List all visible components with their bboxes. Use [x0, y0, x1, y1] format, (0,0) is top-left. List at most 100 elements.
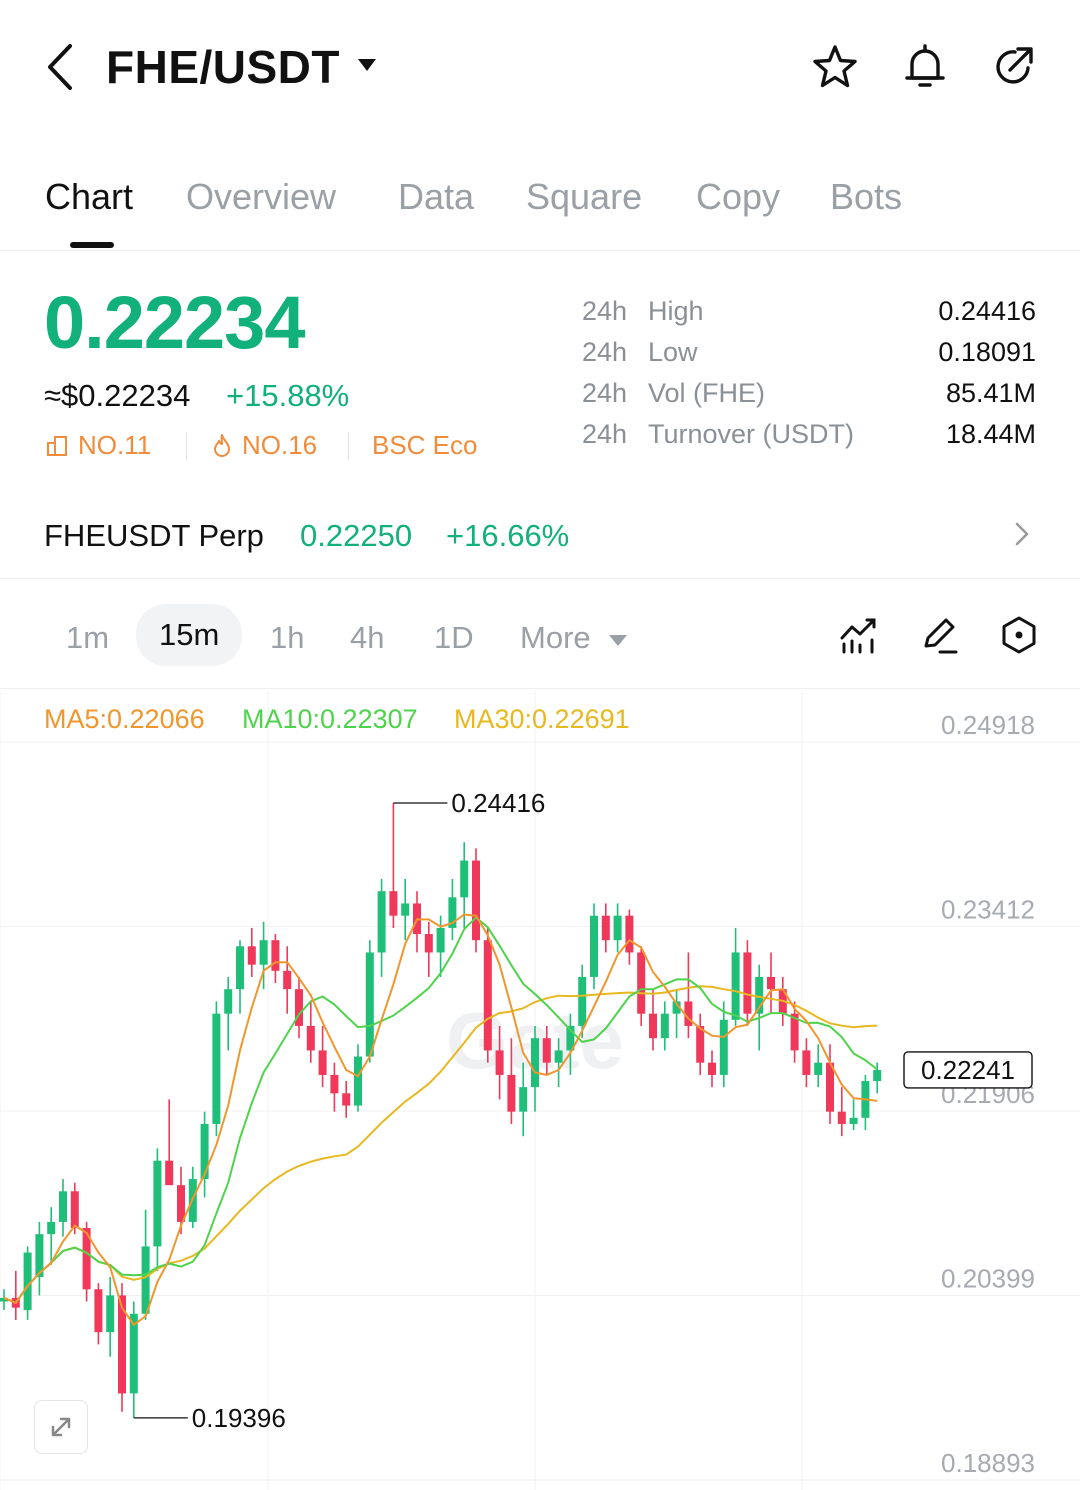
share-icon[interactable]	[988, 42, 1038, 92]
candle-down	[70, 1191, 79, 1229]
candle-down	[743, 952, 752, 1014]
candle-down	[837, 1111, 846, 1124]
active-tab-indicator	[70, 242, 114, 248]
rank-chart-icon	[47, 435, 67, 456]
candle-up	[460, 860, 469, 898]
candle-up	[106, 1295, 115, 1333]
last-price-label: 0.22241	[921, 1055, 1015, 1085]
candle-down	[507, 1074, 516, 1112]
interval-1m[interactable]: 1m	[66, 620, 110, 655]
interval-more[interactable]: More	[520, 616, 628, 660]
star-icon[interactable]	[810, 42, 860, 92]
candle-up	[448, 897, 457, 928]
candle-down	[625, 915, 634, 953]
candle-up	[224, 989, 233, 1014]
y-tick-label: 0.20399	[941, 1264, 1035, 1294]
candle-up	[519, 1087, 528, 1112]
ma10-label: MA10:0.22307	[242, 704, 418, 734]
stat-value-high: 0.24416	[938, 296, 1036, 326]
eco-badge[interactable]: BSC Eco	[372, 430, 478, 461]
interval-15m[interactable]: 15m	[136, 604, 243, 666]
tab-overview[interactable]: Overview	[186, 176, 337, 217]
candle-down	[708, 1062, 716, 1075]
tab-copy[interactable]: Copy	[696, 176, 781, 217]
expand-chart-button[interactable]	[34, 1400, 88, 1454]
tab-square[interactable]: Square	[526, 176, 643, 217]
high-marker-label: 0.24416	[451, 788, 545, 818]
candle-up	[47, 1221, 56, 1235]
candle-up	[849, 1117, 858, 1124]
interval-1h[interactable]: 1h	[270, 620, 305, 655]
bell-icon[interactable]	[900, 42, 950, 92]
tab-data[interactable]: Data	[398, 176, 475, 217]
ma30-line	[3, 985, 878, 1305]
ma5-label: MA5:0.22066	[44, 704, 205, 734]
candle-down	[696, 1025, 705, 1063]
tab-chart[interactable]: Chart	[45, 176, 134, 217]
candle-down	[82, 1228, 91, 1290]
back-chevron-icon[interactable]	[40, 40, 84, 94]
stat-value-low: 0.18091	[938, 337, 1036, 367]
candle-up	[531, 1038, 539, 1088]
low-marker-label: 0.19396	[192, 1403, 286, 1433]
candle-up	[590, 915, 598, 977]
ma10-line	[3, 916, 878, 1305]
candle-down	[649, 1013, 657, 1039]
stat-label-high: 24h High	[582, 296, 704, 326]
candle-down	[295, 989, 303, 1026]
candle-down	[601, 915, 610, 941]
candle-up	[0, 1297, 8, 1302]
candle-up	[35, 1234, 44, 1278]
settings-hex-icon[interactable]	[998, 614, 1040, 656]
caret-down-icon	[609, 634, 628, 646]
candle-down	[495, 1050, 504, 1075]
interval-4h[interactable]: 4h	[350, 620, 385, 655]
perp-divider	[0, 578, 1080, 579]
rank-badge-label: NO.11	[78, 430, 152, 460]
perp-price: 0.22250	[300, 518, 413, 553]
eco-badge-label: BSC Eco	[372, 430, 478, 460]
candle-down	[483, 940, 492, 1051]
caret-down-icon[interactable]	[358, 58, 376, 72]
candle-up	[153, 1160, 162, 1247]
candlestick-chart[interactable]: Gate0.249180.234120.219060.203990.188930…	[0, 690, 1080, 1490]
candle-down	[472, 860, 480, 941]
indicator-icon[interactable]	[838, 614, 880, 656]
y-tick-label: 0.18893	[941, 1448, 1035, 1478]
fiat-price: ≈$0.22234	[44, 378, 191, 413]
hot-badge-label: NO.16	[242, 430, 318, 460]
candle-down	[790, 1013, 799, 1051]
ma5-line	[3, 913, 878, 1327]
candle-down	[283, 970, 292, 990]
stat-label-low: 24h Low	[582, 337, 698, 367]
candle-down	[165, 1160, 174, 1186]
interval-1d[interactable]: 1D	[434, 620, 474, 655]
candle-up	[259, 940, 268, 965]
rank-badge[interactable]: NO.11	[46, 430, 151, 461]
y-tick-label: 0.23412	[941, 894, 1035, 924]
candle-down	[94, 1289, 103, 1333]
candle-down	[118, 1295, 126, 1394]
candle-down	[637, 952, 646, 1014]
last-price: 0.22234	[44, 281, 305, 364]
stat-value-vol: 85.41M	[945, 378, 1036, 408]
candle-down	[684, 1001, 693, 1026]
candle-down	[177, 1185, 185, 1222]
chevron-right-icon	[1015, 522, 1029, 546]
pencil-icon[interactable]	[918, 614, 960, 656]
candle-up	[660, 1013, 669, 1039]
last-price-box	[903, 1051, 1033, 1089]
stat-label-vol: 24h Vol (FHE)	[582, 378, 766, 408]
candle-down	[271, 940, 280, 971]
hot-badge[interactable]: NO.16	[210, 430, 317, 461]
candle-up	[23, 1252, 32, 1311]
candle-up	[141, 1246, 150, 1314]
candle-up	[719, 1019, 728, 1075]
candle-up	[212, 1013, 221, 1124]
candle-down	[767, 976, 775, 990]
candle-down	[802, 1050, 811, 1075]
pair-title[interactable]: FHE/USDT	[106, 41, 340, 93]
stat-label-turnover: 24h Turnover (USDT)	[582, 419, 855, 449]
candle-up	[613, 915, 622, 941]
tab-bots[interactable]: Bots	[830, 176, 903, 217]
